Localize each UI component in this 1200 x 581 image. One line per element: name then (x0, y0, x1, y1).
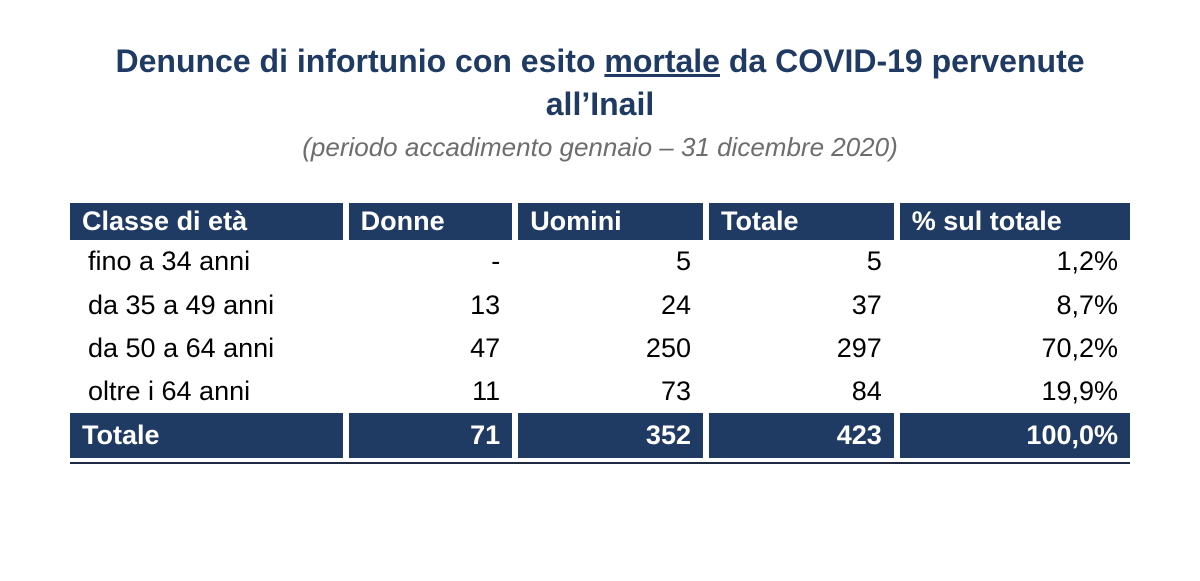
cell: 70,2% (897, 327, 1130, 370)
col-header: Totale (706, 203, 897, 240)
table-header-row: Classe di età Donne Uomini Totale % sul … (70, 203, 1130, 240)
cell: 24 (515, 284, 706, 327)
page: Denunce di infortunio con esito mortale … (0, 0, 1200, 464)
cell: 47 (346, 327, 516, 370)
cell: 11 (346, 370, 516, 413)
total-cell: 352 (515, 413, 706, 458)
cell: 5 (706, 240, 897, 283)
cell: - (346, 240, 516, 283)
table-total-row: Totale 71 352 423 100,0% (70, 413, 1130, 458)
table-row: da 35 a 49 anni 13 24 37 8,7% (70, 284, 1130, 327)
cell: 13 (346, 284, 516, 327)
table-row: oltre i 64 anni 11 73 84 19,9% (70, 370, 1130, 413)
total-cell: Totale (70, 413, 346, 458)
cell: 1,2% (897, 240, 1130, 283)
cell: 297 (706, 327, 897, 370)
cell: 19,9% (897, 370, 1130, 413)
cell: 250 (515, 327, 706, 370)
cell: 5 (515, 240, 706, 283)
total-cell: 100,0% (897, 413, 1130, 458)
table-row: da 50 a 64 anni 47 250 297 70,2% (70, 327, 1130, 370)
data-table: Classe di età Donne Uomini Totale % sul … (70, 203, 1130, 458)
cell: da 35 a 49 anni (70, 284, 346, 327)
title-underlined: mortale (604, 43, 720, 79)
bottom-rule (70, 462, 1130, 464)
cell: da 50 a 64 anni (70, 327, 346, 370)
col-header: Classe di età (70, 203, 346, 240)
cell: fino a 34 anni (70, 240, 346, 283)
page-title: Denunce di infortunio con esito mortale … (70, 40, 1130, 126)
page-subtitle: (periodo accadimento gennaio – 31 dicemb… (70, 132, 1130, 163)
cell: 8,7% (897, 284, 1130, 327)
total-cell: 423 (706, 413, 897, 458)
total-cell: 71 (346, 413, 516, 458)
table-row: fino a 34 anni - 5 5 1,2% (70, 240, 1130, 283)
col-header: % sul totale (897, 203, 1130, 240)
cell: 37 (706, 284, 897, 327)
col-header: Donne (346, 203, 516, 240)
col-header: Uomini (515, 203, 706, 240)
cell: oltre i 64 anni (70, 370, 346, 413)
cell: 84 (706, 370, 897, 413)
title-pre: Denunce di infortunio con esito (115, 43, 604, 79)
cell: 73 (515, 370, 706, 413)
